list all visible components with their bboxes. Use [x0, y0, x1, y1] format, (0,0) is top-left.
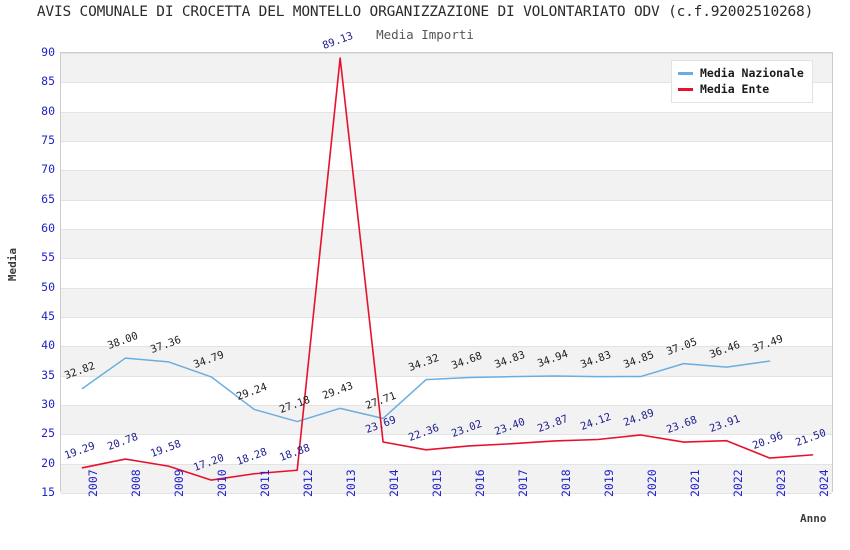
x-axis-tick-label: 2009 [172, 469, 187, 497]
gridline [61, 493, 832, 494]
y-axis-tick-label: 80 [41, 103, 55, 118]
plot-area: 32.82 38.00 37.36 34.79 29.24 27.18 29.43 27.71… [60, 30, 833, 494]
gridline [61, 463, 832, 465]
y-axis-tick-label: 45 [41, 309, 55, 323]
grid-band [61, 229, 832, 259]
x-axis-tick-label: 2021 [687, 469, 702, 497]
legend-swatch-icon [678, 71, 693, 75]
y-axis-tick-label: 30 [41, 397, 55, 411]
gridline [61, 199, 832, 201]
x-axis-tick-label: 2013 [344, 469, 359, 497]
gridline [61, 434, 832, 436]
grid-band [61, 287, 832, 317]
series-line [81, 357, 771, 423]
gridline [61, 111, 832, 113]
gridline [61, 287, 832, 289]
x-axis-tick-label: 2011 [258, 469, 273, 497]
grid-band [61, 111, 832, 141]
gridline [61, 258, 832, 260]
x-axis-tick-label: 2012 [301, 469, 316, 497]
gridline [61, 53, 832, 54]
x-axis-tick-label: 2016 [472, 469, 487, 497]
y-axis-tick-label: 50 [41, 279, 55, 294]
gridline [61, 141, 832, 142]
gridline [61, 346, 832, 348]
gridline [61, 82, 832, 84]
x-axis-tick-label: 2024 [816, 469, 831, 497]
legend-item-label: Media Nazionale [700, 66, 804, 80]
y-axis-tick-label: 55 [41, 250, 55, 265]
x-axis-tick-label: 2020 [644, 469, 659, 497]
gridline [61, 375, 832, 377]
gridline [61, 170, 832, 172]
grid-band [61, 346, 832, 376]
legend-item-label: Media Ente [700, 82, 770, 96]
x-axis-tick-label: 2017 [515, 469, 530, 497]
chart-subtitle: Media Importi [376, 27, 474, 42]
y-axis-title-label: Media [6, 248, 19, 282]
x-axis-tick-label: 2007 [86, 469, 101, 497]
y-axis-tick-label: 60 [41, 221, 55, 235]
grid-band [61, 405, 832, 435]
x-axis-tick-label: 2022 [730, 469, 745, 497]
legend-item[interactable]: Media Ente [678, 81, 804, 97]
grid-band [61, 463, 832, 493]
gridline [61, 229, 832, 230]
legend-item[interactable]: Media Nazionale [678, 65, 804, 81]
y-axis-tick-label: 90 [41, 45, 55, 59]
series-line [81, 57, 814, 481]
chart-title: AVIS COMUNALE DI CROCETTA DEL MONTELLO O… [36, 4, 814, 20]
y-axis-tick-label: 15 [41, 485, 55, 499]
x-axis-tick-label: 2014 [387, 469, 402, 497]
x-axis-tick-label: 2008 [129, 469, 144, 497]
x-axis-tick-label: 2018 [558, 469, 573, 497]
y-axis-tick-label: 20 [41, 455, 55, 470]
legend-swatch-icon [678, 87, 693, 91]
x-axis-tick-label: 2015 [430, 469, 445, 497]
series-layer [81, 57, 814, 481]
x-axis-tick-label: 2023 [773, 469, 788, 497]
legend[interactable]: Media Nazionale Media Ente [671, 60, 813, 103]
y-axis-tick-label: 25 [41, 426, 55, 441]
y-axis-tick-label: 75 [41, 133, 55, 147]
y-axis-tick-label: 40 [41, 338, 55, 353]
x-axis-title: Anno [800, 512, 827, 525]
y-axis-tick-label: 65 [41, 191, 55, 206]
x-axis-tick-label: 2010 [215, 469, 230, 497]
y-axis-tick-label: 85 [41, 74, 55, 89]
grid-band [61, 170, 832, 200]
x-axis-tick-label: 2019 [601, 469, 616, 497]
y-axis-tick-label: 35 [41, 367, 55, 382]
gridline [61, 317, 832, 318]
y-axis-title: Media [6, 215, 19, 281]
y-axis-tick-label: 70 [41, 162, 55, 177]
gridline [61, 405, 832, 406]
